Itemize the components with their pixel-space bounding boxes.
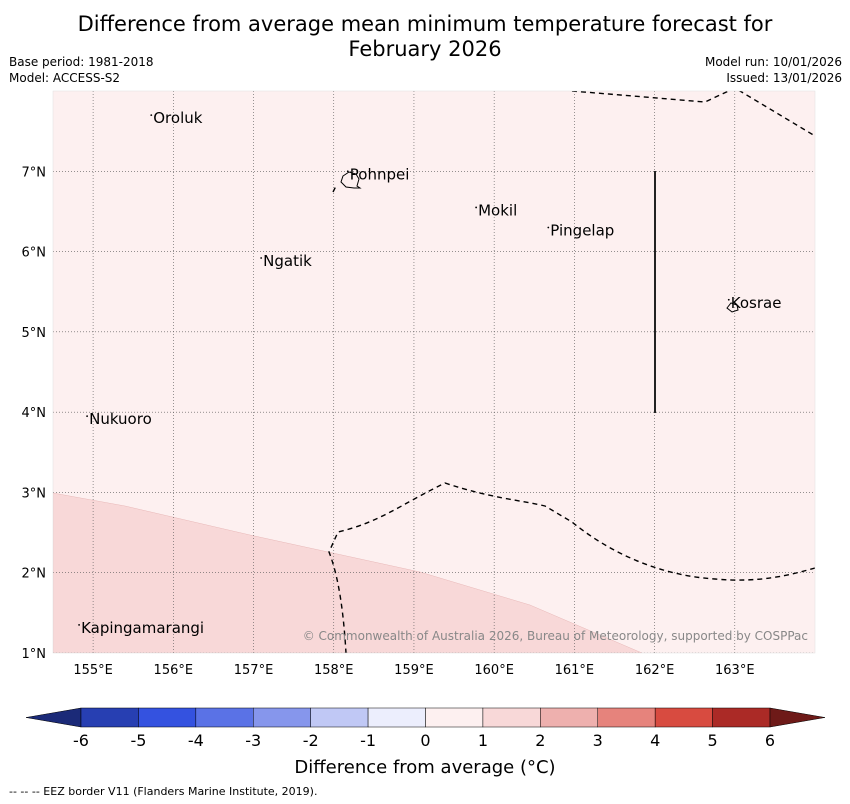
colorbar-tick-label: 3 — [593, 731, 603, 750]
colorbar-high-extension — [769, 707, 826, 728]
colorbar-tick-label: 5 — [707, 731, 717, 750]
place-oroluk: Oroluk — [150, 109, 203, 127]
colorbar-segment — [654, 707, 713, 728]
colorbar-segment — [540, 707, 598, 728]
colorbar-segment — [425, 707, 484, 728]
meta-right: Model run: 10/01/2026 Issued: 13/01/2026 — [705, 54, 842, 86]
place-label: Pohnpei — [350, 165, 410, 183]
lon-tick-label: 158°E — [314, 663, 354, 678]
lon-tick-label: 159°E — [394, 663, 434, 678]
gridlines — [53, 91, 815, 653]
pohnpei-island-outline — [340, 171, 362, 189]
colorbar-tick-label: -3 — [245, 731, 261, 750]
colorbar-segment — [138, 707, 197, 728]
place-marker — [547, 226, 550, 229]
colorbar-tick-label: 1 — [478, 731, 488, 750]
place-marker — [727, 298, 730, 301]
place-label: Pingelap — [550, 222, 614, 240]
lon-tick-label: 162°E — [635, 663, 675, 678]
place-marker — [346, 170, 349, 173]
copyright-notice: © Commonwealth of Australia 2026, Bureau… — [303, 629, 808, 643]
colorbar-tick-label: -1 — [360, 731, 376, 750]
colorbar-tick-label: -6 — [73, 731, 89, 750]
lat-tick-label: 4°N — [22, 406, 47, 421]
lat-tick-label: 2°N — [22, 567, 47, 582]
base-period: Base period: 1981-2018 — [9, 55, 154, 69]
colorbar-segment — [195, 707, 254, 728]
colorbar-segment — [367, 707, 426, 728]
eez-legend-note: -- -- -- EEZ border V11 (Flanders Marine… — [9, 785, 318, 798]
lon-tick-label: 163°E — [715, 663, 755, 678]
lat-tick-label: 1°N — [22, 647, 47, 662]
eez-borders — [328, 91, 815, 653]
place-label: Kapingamarangi — [81, 619, 204, 637]
map-frame — [52, 90, 816, 654]
place-nukuoro: Nukuoro — [86, 410, 152, 428]
place-label: Oroluk — [153, 109, 202, 127]
colorbar-segment — [310, 707, 369, 728]
eez-border-north — [571, 91, 815, 137]
place-marker — [78, 624, 80, 626]
axis-ticks: 155°E 156°E 157°E 158°E 159°E 160°E 161°E 162°E… — [22, 165, 755, 678]
islands — [340, 171, 739, 313]
place-pohnpei: Pohnpei — [346, 165, 410, 183]
lat-tick-label: 6°N — [22, 246, 47, 261]
colorbar-tick-label: -5 — [130, 731, 146, 750]
colorbar-low-extension — [25, 707, 82, 728]
colorbar-segment — [253, 707, 311, 728]
map-area: Oroluk Pohnpei Mokil Pingelap Ngatik Kosrae Nu… — [53, 91, 815, 653]
colorbar-tick-label: 6 — [765, 731, 775, 750]
colorbar-tick-label: 0 — [420, 731, 430, 750]
place-marker — [475, 206, 478, 209]
place-marker — [260, 257, 263, 259]
lat-tick-label: 7°N — [22, 165, 47, 180]
place-marker — [86, 415, 88, 418]
title-line-1: Difference from average mean minimum tem… — [77, 12, 773, 36]
colorbar-segment — [712, 707, 771, 728]
colorbar-tick-label: -4 — [188, 731, 204, 750]
lon-tick-label: 157°E — [234, 663, 274, 678]
lat-tick-label: 3°N — [22, 486, 47, 501]
place-ngatik: Ngatik — [260, 252, 312, 270]
title-line-2: February 2026 — [348, 37, 502, 61]
colorbar-tick-label: -2 — [303, 731, 319, 750]
model-run: Model run: 10/01/2026 — [704, 55, 842, 69]
colorbar-tick-label: 4 — [650, 731, 660, 750]
place-label: Ngatik — [263, 252, 312, 270]
issued-date: Issued: 13/01/2026 — [726, 71, 842, 85]
colorbar-tick-label: 2 — [535, 731, 545, 750]
lat-tick-label: 5°N — [22, 326, 47, 341]
place-label: Kosrae — [731, 294, 782, 312]
map-title: Difference from average mean minimum tem… — [0, 12, 850, 62]
lon-tick-label: 160°E — [474, 663, 514, 678]
place-label: Mokil — [478, 201, 517, 219]
place-labels: Oroluk Pohnpei Mokil Pingelap Ngatik Kosrae Nu… — [78, 109, 781, 637]
colorbar-segment — [482, 707, 541, 728]
colorbar-label: Difference from average (°C) — [294, 757, 556, 778]
colorbar-segment — [80, 707, 139, 728]
place-marker — [150, 114, 153, 117]
kosrae-island-outline — [726, 302, 739, 313]
place-kapingamarangi: Kapingamarangi — [78, 619, 204, 637]
place-pingelap: Pingelap — [547, 222, 614, 240]
colorbar: -6 -5 -4 -3 -2 -1 0 1 2 3 4 5 6 — [25, 707, 826, 750]
lon-tick-label: 155°E — [73, 663, 113, 678]
meta-left: Base period: 1981-2018 Model: ACCESS-S2 — [9, 54, 154, 86]
place-mokil: Mokil — [475, 201, 517, 219]
place-label: Nukuoro — [89, 410, 152, 428]
colorbar-segment — [597, 707, 656, 728]
lon-tick-label: 161°E — [555, 663, 595, 678]
model-name: Model: ACCESS-S2 — [9, 71, 121, 85]
lon-tick-label: 156°E — [154, 663, 194, 678]
eez-border-pohnpei-stub — [332, 185, 337, 193]
place-kosrae: Kosrae — [727, 294, 782, 312]
